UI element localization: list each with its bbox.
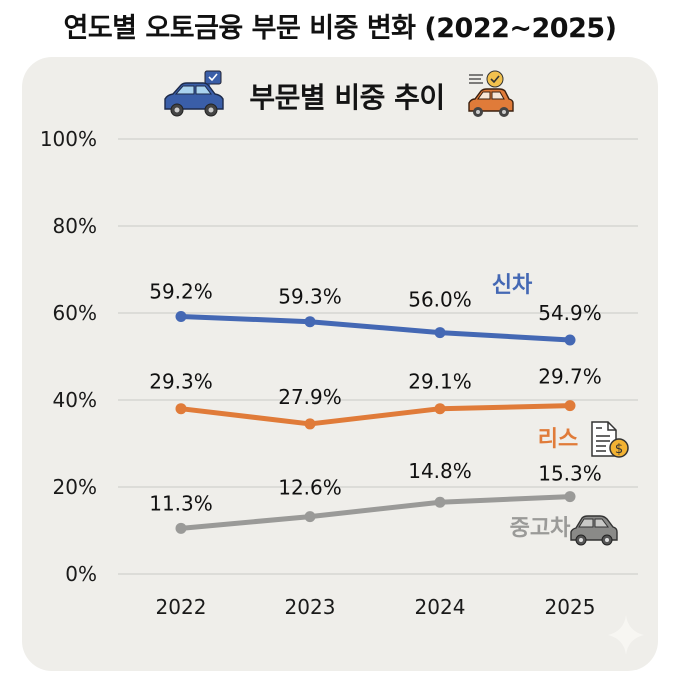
series-line — [178, 313, 573, 343]
invoice-dollar-icon: $ — [588, 420, 634, 464]
data-label: 56.0% — [408, 288, 472, 312]
data-label: 59.3% — [278, 285, 342, 309]
data-label: 59.2% — [149, 279, 213, 303]
gray-car-icon — [568, 510, 620, 552]
data-point — [175, 522, 187, 534]
chart-title: 연도별 오토금융 부문 비중 변화 (2022~2025) — [63, 13, 617, 44]
y-tick-label: 80% — [53, 214, 97, 238]
chart-panel — [22, 57, 658, 671]
series-line — [178, 403, 573, 427]
x-tick-label: 2022 — [156, 595, 207, 619]
y-tick-label: 20% — [53, 475, 97, 499]
x-tick-label: 2023 — [285, 595, 336, 619]
data-point — [564, 491, 576, 503]
chart-subtitle: 부문별 비중 추이 — [249, 81, 445, 114]
series-line — [178, 494, 573, 531]
x-tick-label: 2025 — [545, 595, 596, 619]
data-label: 29.1% — [408, 370, 472, 394]
data-label: 29.7% — [538, 365, 602, 389]
data-point — [175, 310, 187, 322]
data-point — [434, 403, 446, 415]
data-point — [434, 496, 446, 508]
data-point — [564, 334, 576, 346]
data-label: 27.9% — [278, 385, 342, 409]
data-label: 15.3% — [538, 462, 602, 486]
data-label: 54.9% — [538, 301, 602, 325]
series-name-label: 중고차 — [510, 516, 571, 541]
series-name-label: 리스 — [538, 427, 578, 452]
y-tick-label: 0% — [65, 562, 97, 586]
x-tick-label: 2024 — [415, 595, 466, 619]
sparkle-icon — [608, 613, 648, 661]
data-point — [304, 418, 316, 430]
data-label: 11.3% — [149, 491, 213, 515]
data-point — [304, 316, 316, 328]
data-point — [434, 327, 446, 339]
svg-text:$: $ — [615, 442, 623, 457]
data-point — [175, 403, 187, 415]
panel-header: 부문별 비중 추이 — [0, 69, 680, 123]
series-name-label: 신차 — [492, 273, 533, 298]
data-label: 29.3% — [149, 370, 213, 394]
data-label: 12.6% — [278, 476, 342, 500]
data-point — [304, 511, 316, 523]
data-point — [564, 400, 576, 412]
data-label: 14.8% — [408, 459, 472, 483]
y-tick-label: 60% — [53, 301, 97, 325]
y-tick-label: 40% — [53, 388, 97, 412]
blue-car-check-icon — [161, 69, 231, 123]
orange-car-check-icon — [463, 69, 519, 123]
y-tick-label: 100% — [40, 127, 97, 151]
